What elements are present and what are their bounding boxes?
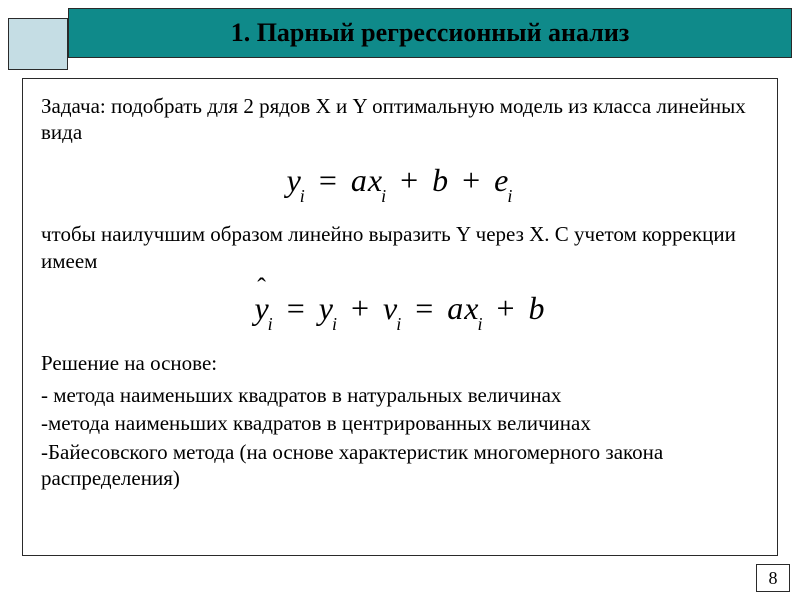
f2-y-sub: i: [332, 314, 338, 334]
f1-b: b: [432, 162, 449, 198]
f2-eq2: =: [415, 290, 434, 326]
f1-a: a: [351, 162, 368, 198]
f2-eq1: =: [287, 290, 306, 326]
formula-1-row: yi = axi + b + ei: [41, 160, 759, 204]
f1-plus2: +: [462, 162, 481, 198]
f2-plus1: +: [351, 290, 370, 326]
f2-yhat-sub: i: [268, 314, 274, 334]
title-bar: 1. Парный регрессионный анализ: [68, 8, 792, 58]
f2-b: b: [529, 290, 546, 326]
header: 1. Парный регрессионный анализ: [0, 8, 800, 66]
content-box: Задача: подобрать для 2 рядов X и Y опти…: [22, 78, 778, 556]
bullet-item: -метода наименьших квадратов в центриров…: [41, 410, 759, 436]
bullet-item: -Байесовского метода (на основе характер…: [41, 439, 759, 492]
f1-y-sub: i: [300, 186, 306, 206]
f2-x-sub: i: [477, 314, 483, 334]
formula-1: yi = axi + b + ei: [287, 160, 514, 204]
bullet-item: - метода наименьших квадратов в натураль…: [41, 382, 759, 408]
f1-x-sub: i: [381, 186, 387, 206]
f1-eq: =: [319, 162, 338, 198]
f1-plus1: +: [400, 162, 419, 198]
page-number: 8: [769, 568, 778, 589]
paragraph-1: Задача: подобрать для 2 рядов X и Y опти…: [41, 93, 759, 146]
slide-title: 1. Парный регрессионный анализ: [231, 18, 630, 48]
f2-a: a: [447, 290, 464, 326]
f1-e-sub: i: [507, 186, 513, 206]
formula-2: yi = yi + vi = axi + b: [254, 288, 545, 332]
f2-plus2: +: [496, 290, 515, 326]
corner-decoration: [8, 18, 68, 70]
paragraph-2: чтобы наилучшим образом линейно выразить…: [41, 221, 759, 274]
paragraph-3: Решение на основе:: [41, 350, 759, 376]
formula-2-row: yi = yi + vi = axi + b: [41, 288, 759, 332]
page-number-box: 8: [756, 564, 790, 592]
bullet-list: - метода наименьших квадратов в натураль…: [41, 382, 759, 491]
f2-v-sub: i: [396, 314, 402, 334]
